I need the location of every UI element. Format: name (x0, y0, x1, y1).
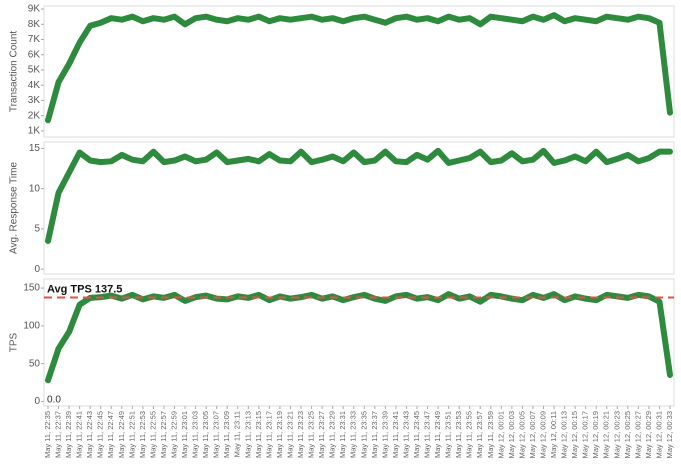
x-tick-label: May 12, 00:03 (507, 411, 516, 459)
panel-frame (43, 141, 675, 275)
y-tick-label: 6K (28, 49, 41, 60)
y-tick-label: 7K (28, 34, 41, 45)
x-tick-label: May 11, 23:53 (454, 411, 463, 458)
x-tick-label: May 11, 23:15 (254, 411, 263, 458)
line-series (45, 147, 673, 244)
x-tick-label: May 11, 22:59 (169, 411, 178, 458)
x-tick-label: May 11, 23:19 (275, 411, 284, 458)
y-axis-label: Transaction Count (9, 31, 20, 113)
x-tick-label: May 11, 23:37 (370, 411, 379, 458)
x-tick-label: May 11, 23:55 (465, 411, 474, 458)
y-tick-label: 15 (29, 143, 41, 154)
reference-label: Avg TPS 137.5 (47, 283, 122, 295)
x-tick-label: May 11, 23:25 (307, 411, 316, 458)
x-tick-label: May 12, 00:31 (654, 411, 663, 459)
x-tick-label: May 11, 23:29 (328, 411, 337, 458)
x-tick-label: May 11, 22:47 (106, 411, 115, 458)
y-tick-label: 9K (28, 4, 41, 15)
y-tick-label: 50 (29, 358, 41, 369)
x-tick-label: May 11, 23:39 (380, 411, 389, 458)
x-tick-label: May 11, 23:57 (475, 411, 484, 458)
y-tick-label: 4K (28, 80, 41, 91)
panel-frame (43, 5, 675, 138)
x-tick-label: May 11, 22:39 (64, 411, 73, 458)
y-axis-label: Avg. Response Time (9, 162, 20, 255)
x-tick-label: May 11, 22:45 (96, 411, 105, 458)
line-series (45, 12, 673, 124)
x-tick-label: May 12, 00:33 (665, 411, 674, 459)
x-tick-label: May 11, 23:45 (412, 411, 421, 458)
x-tick-label: May 11, 23:27 (317, 411, 326, 458)
x-tick-label: May 11, 23:11 (233, 411, 242, 457)
x-tick-label: May 11, 23:31 (338, 411, 347, 458)
x-tick-label: May 11, 23:47 (423, 411, 432, 458)
x-tick-label: May 11, 23:09 (222, 411, 231, 458)
x-tick-label: May 11, 23:01 (180, 411, 189, 458)
y-axis-label: TPS (9, 332, 20, 352)
y-tick-label: 150 (23, 283, 40, 294)
y-tick-label: 3K (28, 95, 41, 106)
corner-label: 0.0 (47, 395, 61, 406)
y-tick-label: 0 (34, 264, 40, 275)
y-tick-label: 2K (28, 110, 41, 121)
y-tick-label: 5 (34, 224, 40, 235)
x-tick-label: May 11, 22:57 (159, 411, 168, 458)
y-tick-label: 8K (28, 19, 41, 30)
x-tick-label: May 12, 00:07 (528, 411, 537, 459)
x-tick-label: May 11, 22:53 (138, 411, 147, 458)
x-tick-label: May 12, 00:17 (581, 411, 590, 459)
x-tick-label: May 12, 00:25 (623, 411, 632, 459)
x-tick-label: May 11, 22:37 (54, 411, 63, 458)
x-tick-label: May 11, 23:21 (285, 411, 294, 458)
x-tick-label: May 12, 00:27 (633, 411, 642, 459)
x-tick-label: May 12, 00:29 (644, 411, 653, 459)
x-tick-label: May 11, 23:23 (296, 411, 305, 458)
x-tick-label: May 11, 23:13 (243, 411, 252, 458)
x-tick-label: May 12, 00:09 (538, 411, 547, 459)
x-tick-label: May 11, 23:51 (444, 411, 453, 458)
y-tick-label: 0 (34, 396, 40, 407)
x-tick-label: May 11, 22:43 (85, 411, 94, 458)
x-tick-label: May 11, 22:35 (43, 411, 52, 458)
x-tick-label: May 11, 22:41 (75, 411, 84, 458)
x-tick-label: May 11, 23:33 (349, 411, 358, 458)
x-tick-label: May 12, 00:13 (560, 411, 569, 459)
y-tick-label: 10 (29, 183, 41, 194)
panel-frame (43, 278, 675, 407)
x-tick-label: May 12, 00:19 (591, 411, 600, 459)
x-tick-label: May 11, 23:05 (201, 411, 210, 458)
x-tick-label: May 11, 22:49 (117, 411, 126, 458)
x-tick-label: May 11, 23:03 (191, 411, 200, 458)
x-tick-label: May 11, 23:41 (391, 411, 400, 458)
x-tick-label: May 12, 00:01 (496, 411, 505, 459)
y-tick-label: 100 (23, 321, 40, 332)
x-tick-label: May 12, 00:05 (517, 411, 526, 459)
x-tick-label: May 11, 22:55 (148, 411, 157, 458)
x-tick-label: May 11, 23:43 (401, 411, 410, 458)
x-tick-label: May 11, 23:07 (212, 411, 221, 458)
x-tick-label: May 12, 00:11 (549, 411, 558, 458)
x-tick-label: May 11, 23:35 (359, 411, 368, 458)
y-tick-label: 5K (28, 65, 41, 76)
y-tick-label: 1K (28, 126, 41, 137)
x-tick-label: May 11, 23:59 (486, 411, 495, 458)
x-tick-label: May 12, 00:23 (612, 411, 621, 459)
x-tick-label: May 11, 23:17 (264, 411, 273, 458)
x-tick-label: May 11, 22:51 (127, 411, 136, 458)
x-tick-label: May 12, 00:21 (602, 411, 611, 459)
x-tick-label: May 11, 23:49 (433, 411, 442, 458)
line-series (45, 291, 673, 384)
x-tick-label: May 12, 00:15 (570, 411, 579, 459)
